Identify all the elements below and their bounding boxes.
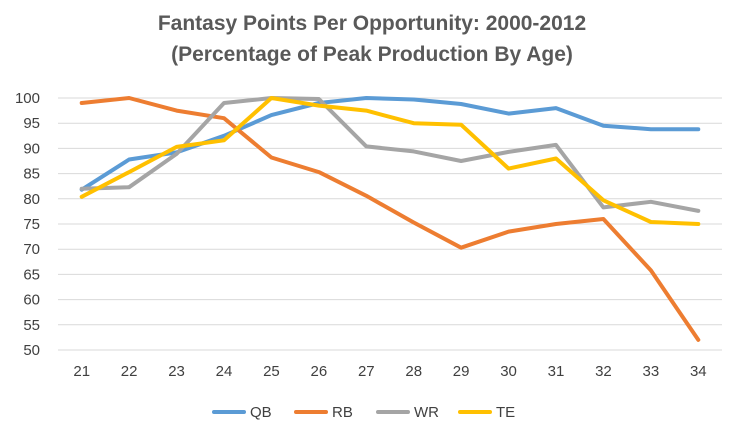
- series-line-rb: [79, 96, 701, 342]
- x-tick-label: 25: [263, 363, 280, 380]
- y-tick-label: 60: [23, 292, 40, 309]
- y-axis-ticks: 50 55 60 65 70 75 80 85 90 95 100: [15, 90, 40, 359]
- gridlines: [58, 97, 722, 351]
- x-tick-label: 22: [121, 363, 138, 380]
- x-tick-label: 29: [453, 363, 470, 380]
- y-tick-label: 100: [15, 90, 40, 107]
- x-tick-label: 30: [500, 363, 517, 380]
- x-tick-label: 31: [548, 363, 565, 380]
- y-tick-label: 95: [23, 115, 40, 132]
- legend-label: WR: [414, 404, 439, 421]
- y-tick-label: 80: [23, 191, 40, 208]
- x-tick-label: 33: [643, 363, 660, 380]
- legend: QB RB WR TE: [212, 404, 515, 421]
- series-lines: [79, 96, 701, 342]
- x-tick-label: 32: [595, 363, 612, 380]
- x-tick-label: 34: [690, 363, 707, 380]
- series-line-te: [79, 96, 701, 226]
- y-tick-label: 90: [23, 140, 40, 157]
- legend-label: TE: [496, 404, 515, 421]
- x-tick-label: 23: [168, 363, 185, 380]
- y-tick-label: 55: [23, 317, 40, 334]
- legend-label: QB: [250, 404, 272, 421]
- x-tick-label: 26: [311, 363, 328, 380]
- y-tick-label: 75: [23, 216, 40, 233]
- x-tick-label: 21: [73, 363, 90, 380]
- y-tick-label: 85: [23, 166, 40, 183]
- legend-item-te: TE: [458, 404, 515, 421]
- x-tick-label: 24: [216, 363, 233, 380]
- y-tick-label: 65: [23, 266, 40, 283]
- legend-item-wr: WR: [376, 404, 439, 421]
- chart-title: Fantasy Points Per Opportunity: 2000-201…: [157, 12, 587, 35]
- x-tick-label: 27: [358, 363, 375, 380]
- x-tick-label: 28: [405, 363, 422, 380]
- legend-item-rb: RB: [294, 404, 353, 421]
- y-tick-label: 50: [23, 342, 40, 359]
- x-axis-ticks: 21 22 23 24 25 26 27 28 29 30 31 32 33 34: [73, 363, 706, 380]
- chart-subtitle: (Percentage of Peak Production By Age): [171, 43, 573, 66]
- legend-label: RB: [332, 404, 353, 421]
- chart-title-block: Fantasy Points Per Opportunity: 2000-201…: [0, 8, 744, 70]
- series-line-qb: [79, 96, 701, 192]
- y-tick-label: 70: [23, 241, 40, 258]
- legend-item-qb: QB: [212, 404, 272, 421]
